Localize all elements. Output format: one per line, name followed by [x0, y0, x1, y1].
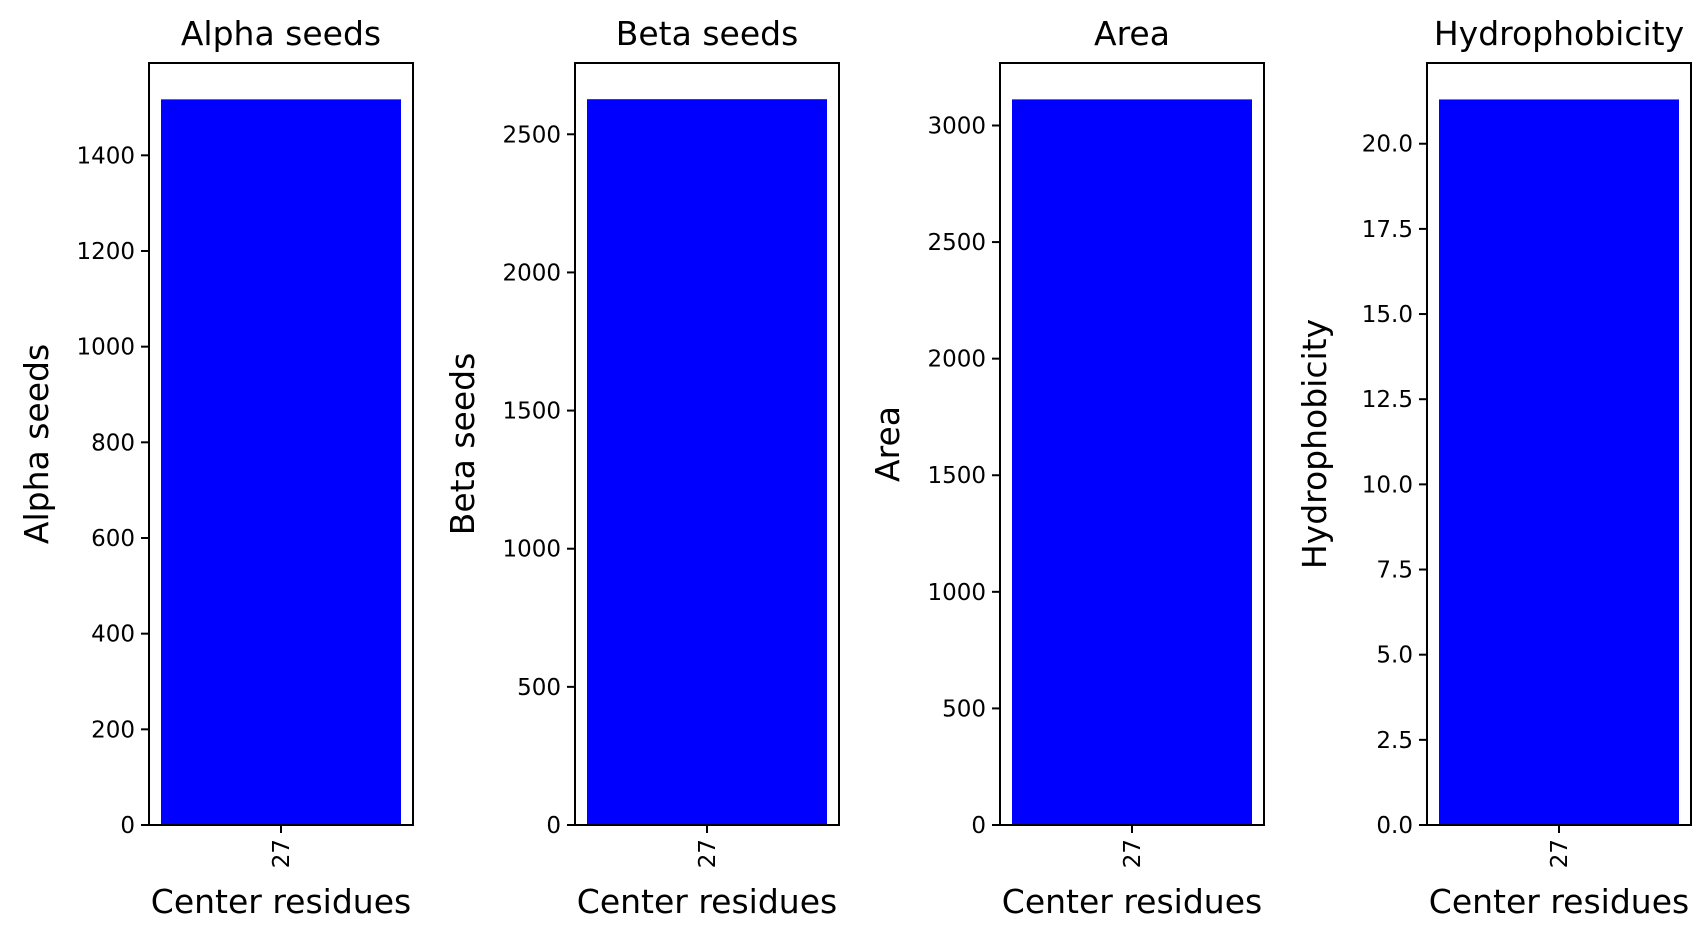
y-tick-label: 1000: [927, 580, 986, 606]
y-tick-label: 400: [91, 622, 135, 648]
x-axis-label: Center residues: [151, 882, 411, 921]
y-tick-label: 2500: [502, 122, 561, 148]
chart-panel-1: 0 200 400 600 800 1000 1200 1400 27 Alpha seeds Ce…: [17, 14, 414, 921]
y-tick-label: 12.5: [1362, 387, 1413, 413]
x-tick-label: 27: [1547, 839, 1573, 868]
y-tick-label: 10.0: [1362, 472, 1413, 498]
y-tick-label: 5.0: [1376, 643, 1413, 669]
y-tick-label: 15.0: [1362, 302, 1413, 328]
x-axis-label: Center residues: [1429, 882, 1689, 921]
y-tick-label: 0: [546, 813, 561, 839]
chart-panel-2: 0 500 1000 1500 2000 2500 27 Beta seeds Center r…: [443, 14, 840, 921]
chart-panel-3: 0 500 1000 1500 2000 2500 3000 27 Area Center res…: [868, 14, 1265, 921]
y-axis-label: Hydrophobicity: [1295, 319, 1334, 569]
y-tick-label: 600: [91, 526, 135, 552]
x-tick-label: 27: [1120, 839, 1146, 868]
x-axis-label: Center residues: [577, 882, 837, 921]
y-axis-label: Alpha seeds: [17, 344, 56, 544]
y-axis-label: Area: [868, 406, 907, 482]
chart-title: Hydrophobicity: [1434, 14, 1684, 53]
y-tick-label: 1400: [76, 143, 135, 169]
y-tick-label: 7.5: [1376, 558, 1413, 584]
y-tick-label: 1000: [76, 335, 135, 361]
chart-title: Beta seeds: [616, 14, 799, 53]
y-tick-label: 2000: [927, 347, 986, 373]
y-tick-label: 200: [91, 717, 135, 743]
y-tick-label: 2500: [927, 230, 986, 256]
bar: [161, 99, 401, 825]
bar: [587, 99, 827, 826]
y-tick-label: 1500: [502, 399, 561, 425]
y-tick-label: 1000: [502, 537, 561, 563]
bar: [1012, 99, 1252, 826]
y-tick-label: 1500: [927, 463, 986, 489]
y-tick-label: 800: [91, 430, 135, 456]
chart-title: Alpha seeds: [181, 14, 381, 53]
y-axis-label: Beta seeds: [443, 353, 482, 536]
y-tick-label: 2000: [502, 260, 561, 286]
y-tick-label: 17.5: [1362, 217, 1413, 243]
x-tick-label: 27: [695, 839, 721, 868]
y-tick-label: 0: [120, 813, 135, 839]
y-tick-label: 2.5: [1376, 728, 1413, 754]
y-tick-label: 20.0: [1362, 132, 1413, 158]
chart-panel-4: 0.0 2.5 5.0 7.5 10.0 12.5 15.0 17.5 20.0 27 Hydrop…: [1295, 14, 1692, 921]
y-tick-label: 0.0: [1376, 813, 1413, 839]
chart-title: Area: [1094, 14, 1170, 53]
y-tick-label: 1200: [76, 239, 135, 265]
x-tick-label: 27: [269, 839, 295, 868]
y-tick-label: 0: [971, 813, 986, 839]
y-tick-label: 500: [942, 696, 986, 722]
bar: [1439, 99, 1679, 825]
y-tick-label: 3000: [927, 113, 986, 139]
x-axis-label: Center residues: [1002, 882, 1262, 921]
y-tick-label: 500: [517, 675, 561, 701]
